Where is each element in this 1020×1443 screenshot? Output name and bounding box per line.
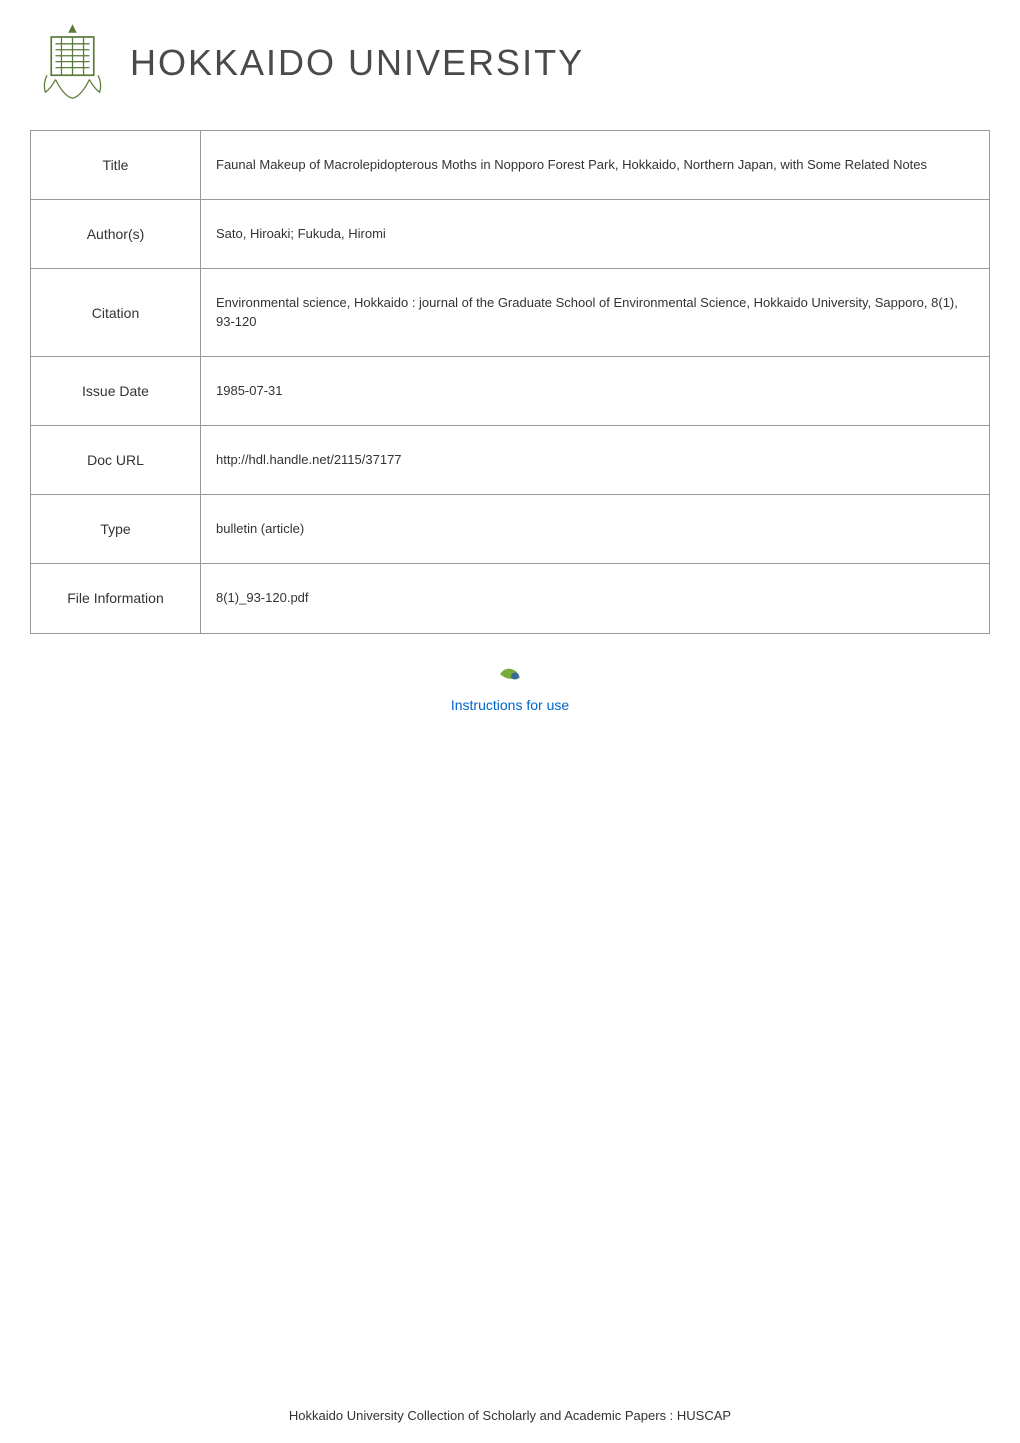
instructions-link[interactable]: Instructions for use xyxy=(451,697,569,713)
instructions-section: Instructions for use xyxy=(0,664,1020,715)
metadata-value: Environmental science, Hokkaido : journa… xyxy=(201,269,990,356)
leaf-icon xyxy=(498,664,522,684)
university-logo xyxy=(30,20,115,105)
table-row: Issue Date 1985-07-31 xyxy=(31,356,990,425)
table-row: File Information 8(1)_93-120.pdf xyxy=(31,564,990,633)
footer-text: Hokkaido University Collection of Schola… xyxy=(289,1408,731,1423)
table-row: Doc URL http://hdl.handle.net/2115/37177 xyxy=(31,425,990,494)
metadata-value: 1985-07-31 xyxy=(201,356,990,425)
metadata-label: File Information xyxy=(31,564,201,633)
header: HOKKAIDO UNIVERSITY xyxy=(0,0,1020,120)
metadata-value: bulletin (article) xyxy=(201,495,990,564)
metadata-label: Issue Date xyxy=(31,356,201,425)
table-row: Author(s) Sato, Hiroaki; Fukuda, Hiromi xyxy=(31,200,990,269)
metadata-value: http://hdl.handle.net/2115/37177 xyxy=(201,425,990,494)
metadata-value: Faunal Makeup of Macrolepidopterous Moth… xyxy=(201,131,990,200)
footer: Hokkaido University Collection of Schola… xyxy=(0,1408,1020,1423)
metadata-label: Citation xyxy=(31,269,201,356)
metadata-label: Author(s) xyxy=(31,200,201,269)
metadata-value: Sato, Hiroaki; Fukuda, Hiromi xyxy=(201,200,990,269)
table-row: Type bulletin (article) xyxy=(31,495,990,564)
metadata-label: Type xyxy=(31,495,201,564)
table-row: Citation Environmental science, Hokkaido… xyxy=(31,269,990,356)
metadata-table-body: Title Faunal Makeup of Macrolepidopterou… xyxy=(31,131,990,634)
metadata-label: Title xyxy=(31,131,201,200)
table-row: Title Faunal Makeup of Macrolepidopterou… xyxy=(31,131,990,200)
university-name: HOKKAIDO UNIVERSITY xyxy=(130,42,584,84)
metadata-value: 8(1)_93-120.pdf xyxy=(201,564,990,633)
metadata-table: Title Faunal Makeup of Macrolepidopterou… xyxy=(30,130,990,634)
metadata-label: Doc URL xyxy=(31,425,201,494)
